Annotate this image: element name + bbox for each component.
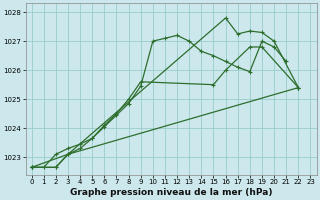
X-axis label: Graphe pression niveau de la mer (hPa): Graphe pression niveau de la mer (hPa) — [70, 188, 272, 197]
